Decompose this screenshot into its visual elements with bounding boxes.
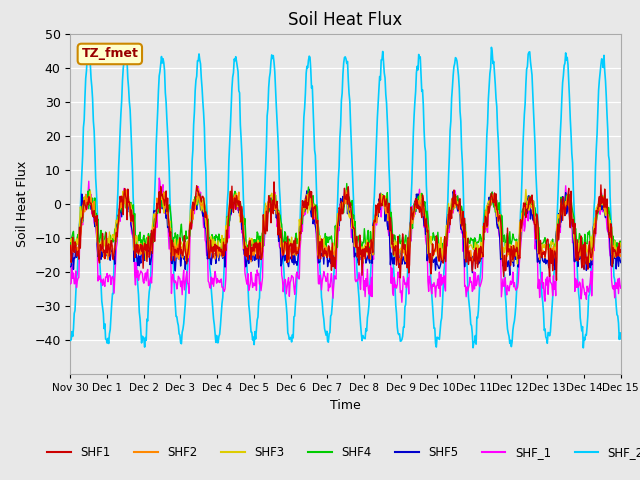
Title: Soil Heat Flux: Soil Heat Flux bbox=[289, 11, 403, 29]
X-axis label: Time: Time bbox=[330, 399, 361, 412]
Y-axis label: Soil Heat Flux: Soil Heat Flux bbox=[16, 161, 29, 247]
Legend: SHF1, SHF2, SHF3, SHF4, SHF5, SHF_1, SHF_2: SHF1, SHF2, SHF3, SHF4, SHF5, SHF_1, SHF… bbox=[43, 442, 640, 464]
Text: TZ_fmet: TZ_fmet bbox=[81, 48, 138, 60]
